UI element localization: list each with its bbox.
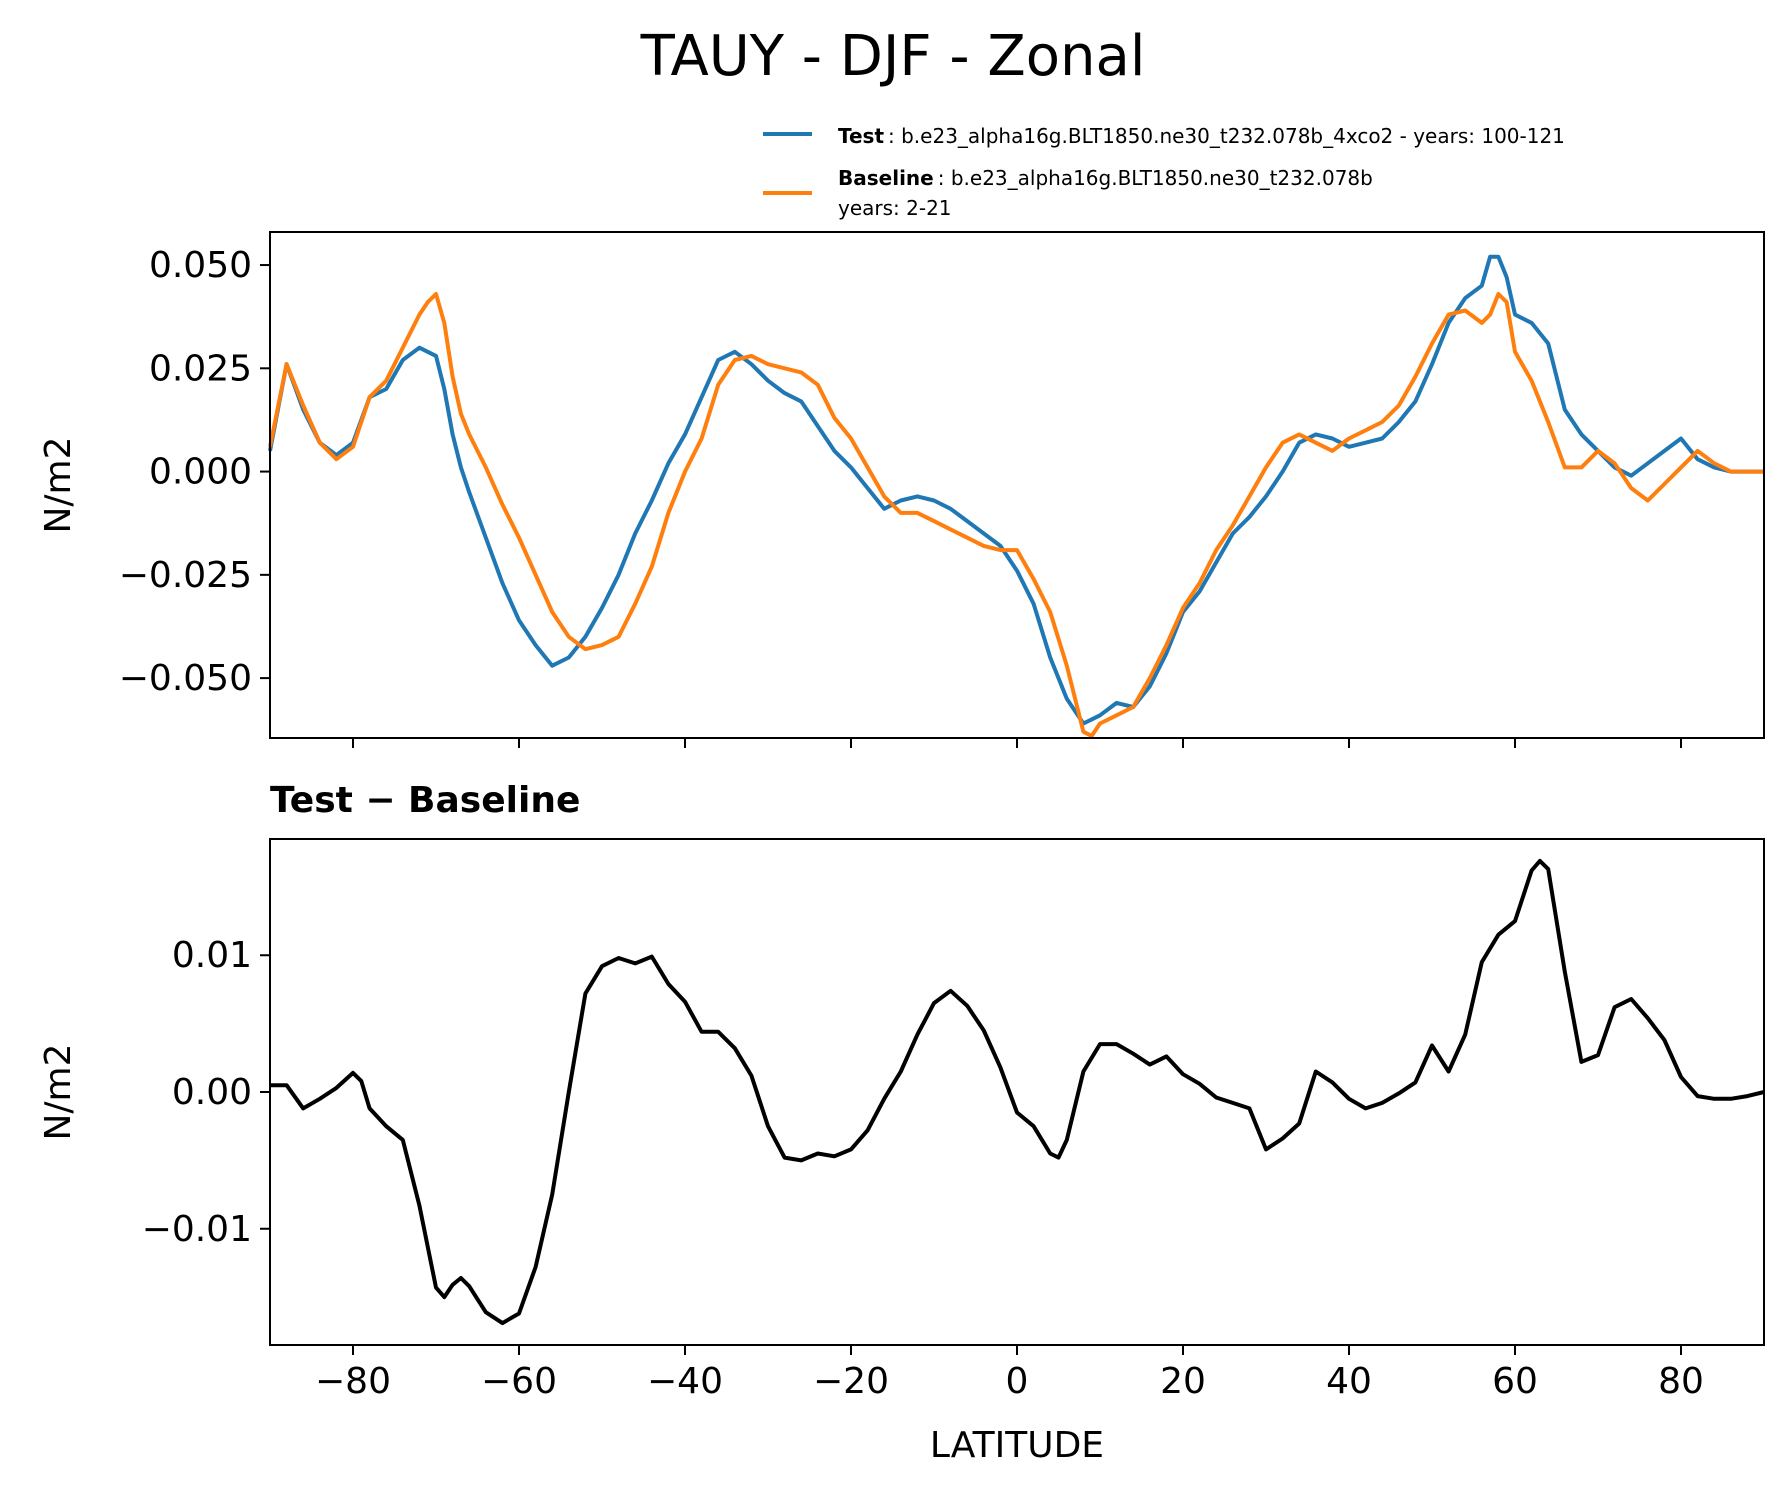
top-panel-ytick-label: 0.025	[149, 348, 252, 389]
top-panel-ytick-label: 0.000	[149, 452, 252, 493]
difference-panel-xtick-label: 0	[1006, 1361, 1029, 1402]
legend-baseline-years: years: 2-21	[838, 196, 952, 220]
difference-panel-series-test-baseline	[270, 858, 1765, 1326]
difference-panel-xtick-label: −20	[813, 1361, 889, 1402]
difference-panel-title: Test − Baseline	[270, 780, 580, 821]
difference-panel-xtick-label: −60	[481, 1361, 557, 1402]
difference-panel-xtick-label: −40	[647, 1361, 723, 1402]
difference-panel-xtick-label: −80	[315, 1361, 391, 1402]
legend-baseline-label: Baseline	[838, 166, 934, 190]
top-panel-ylabel: N/m2	[38, 436, 79, 533]
difference-panel: 0.01 0.00 −0.01 −80 −60 −40 −20 0 20 40 60 80 N/m2 LA…	[38, 838, 1765, 1466]
legend-baseline-desc: : b.e23_alpha16g.BLT1850.ne30_t232.078b	[938, 166, 1373, 190]
legend: Test: b.e23_alpha16g.BLT1850.ne30_t232.0…	[763, 124, 1565, 220]
top-panel: 0.050 0.025 0.000 −0.025 −0.050 N/m2	[38, 231, 1765, 748]
top-panel-ytick-label: −0.050	[119, 658, 252, 699]
difference-panel-frame	[269, 838, 1765, 1346]
difference-panel-ytick-label: −0.01	[142, 1209, 252, 1250]
difference-panel-ylabel: N/m2	[38, 1043, 79, 1140]
difference-panel-xtick-label: 40	[1326, 1361, 1372, 1402]
difference-panel-xlabel: LATITUDE	[930, 1425, 1104, 1466]
top-panel-ytick-label: −0.025	[119, 555, 252, 596]
difference-panel-ytick-label: 0.00	[172, 1072, 252, 1113]
legend-test-desc: : b.e23_alpha16g.BLT1850.ne30_t232.078b_…	[888, 124, 1565, 148]
top-panel-series-baseline	[268, 292, 1764, 738]
top-panel-ytick-label: 0.050	[149, 245, 252, 286]
difference-panel-xtick-label: 80	[1658, 1361, 1704, 1402]
legend-test-label: Test	[838, 124, 884, 148]
legend-test-entry: Test: b.e23_alpha16g.BLT1850.ne30_t232.0…	[838, 124, 1565, 148]
difference-panel-ytick-label: 0.01	[172, 935, 252, 976]
difference-panel-xtick-label: 20	[1160, 1361, 1206, 1402]
difference-panel-xtick-label: 60	[1492, 1361, 1538, 1402]
legend-baseline-entry: Baseline: b.e23_alpha16g.BLT1850.ne30_t2…	[838, 166, 1373, 190]
figure-title: TAUY - DJF - Zonal	[640, 24, 1146, 89]
top-panel-series-test	[268, 254, 1764, 726]
